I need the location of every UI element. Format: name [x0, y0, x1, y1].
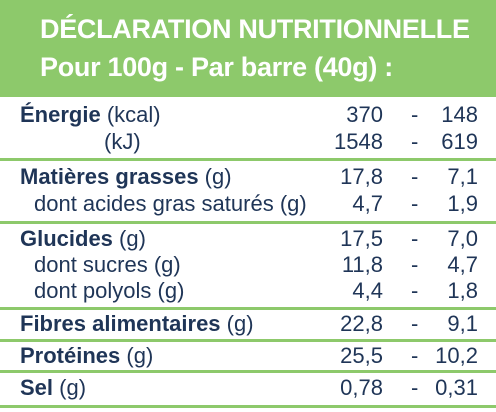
row-sucres-label: dont sucres (g) [34, 252, 181, 278]
row-glucides-label: Glucides (g) [20, 226, 146, 252]
row-energie-kj-label: (kJ) [104, 129, 141, 155]
nutrient-unit: (g) [147, 252, 181, 277]
separator-dash: - [411, 129, 419, 154]
nutrient-name: Sel [20, 375, 54, 400]
row-proteines-label: Protéines (g) [20, 343, 153, 369]
value-per-100g: 25,5 [340, 343, 383, 368]
header-title: DÉCLARATION NUTRITIONNELLE [40, 14, 470, 44]
nutrient-name: Matières grasses [20, 164, 199, 189]
separator-dash: - [411, 375, 419, 400]
nutrient-unit: (g) [120, 343, 154, 368]
value-per-bar: 7,0 [447, 226, 478, 251]
nutrient-unit: (g) [53, 375, 87, 400]
value-per-100g: 0,78 [340, 375, 383, 400]
value-per-bar: 1,9 [447, 191, 478, 216]
value-per-100g: 370 [346, 102, 383, 127]
value-per-bar: 148 [441, 102, 478, 127]
row-fibres-label: Fibres alimentaires (g) [20, 311, 254, 337]
value-per-100g: 22,8 [340, 311, 383, 336]
nutrient-unit: (g) [198, 164, 232, 189]
nutrient-name: Énergie [20, 102, 101, 127]
value-per-bar: 0,31 [435, 375, 478, 400]
separator-dash: - [411, 252, 419, 277]
value-per-bar: 1,8 [447, 278, 478, 303]
row-divider [0, 339, 496, 342]
value-per-100g: 4,7 [352, 191, 383, 216]
separator-dash: - [411, 343, 419, 368]
nutrient-name: dont acides gras saturés [34, 191, 274, 216]
separator-dash: - [411, 226, 419, 251]
nutrition-header: DÉCLARATION NUTRITIONNELLE Pour 100g - P… [0, 0, 496, 94]
row-divider [0, 94, 496, 97]
nutrient-name: dont polyols [34, 278, 152, 303]
value-per-bar: 4,7 [447, 252, 478, 277]
value-per-100g: 1548 [334, 129, 383, 154]
nutrient-name: dont sucres [34, 252, 148, 277]
nutrient-unit: (g) [112, 226, 146, 251]
row-divider [0, 370, 496, 373]
nutrient-name: Fibres alimentaires [20, 311, 221, 336]
row-divider [0, 158, 496, 161]
nutrient-unit: (kJ) [104, 129, 141, 154]
value-per-bar: 619 [441, 129, 478, 154]
header-subtitle: Pour 100g - Par barre (40g) : [40, 52, 393, 82]
row-divider [0, 307, 496, 310]
row-energie-kcal-label: Énergie (kcal) [20, 102, 161, 128]
separator-dash: - [411, 102, 419, 127]
nutrient-unit: (g) [151, 278, 185, 303]
value-per-bar: 9,1 [447, 311, 478, 336]
value-per-100g: 4,4 [352, 278, 383, 303]
row-matieres-grasses-label: Matières grasses (g) [20, 164, 232, 190]
value-per-100g: 11,8 [341, 252, 383, 277]
row-divider [0, 221, 496, 224]
value-per-bar: 7,1 [447, 164, 478, 189]
nutrient-name: Protéines [20, 343, 121, 368]
value-per-100g: 17,8 [340, 164, 383, 189]
value-per-100g: 17,5 [340, 226, 383, 251]
separator-dash: - [411, 191, 419, 216]
value-per-bar: 10,2 [435, 343, 478, 368]
separator-dash: - [411, 164, 419, 189]
nutrient-name: Glucides [20, 226, 113, 251]
separator-dash: - [411, 311, 419, 336]
nutrient-unit: (g) [273, 191, 307, 216]
nutrient-unit: (kcal) [100, 102, 161, 127]
row-polyols-label: dont polyols (g) [34, 278, 184, 304]
row-sel-label: Sel (g) [20, 375, 86, 401]
row-divider [0, 405, 496, 408]
nutrient-unit: (g) [220, 311, 254, 336]
row-acides-gras-satures-label: dont acides gras saturés (g) [34, 191, 307, 217]
separator-dash: - [411, 278, 419, 303]
